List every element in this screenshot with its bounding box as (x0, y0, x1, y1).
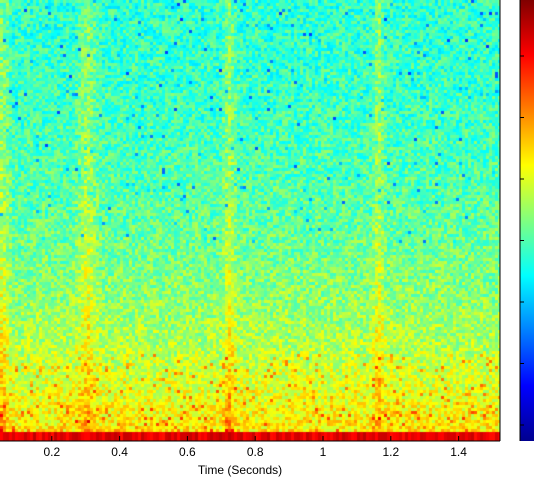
x-tick-label: 0.8 (247, 445, 264, 459)
x-axis-label: Time (Seconds) (198, 463, 282, 477)
x-tick-label: 0.4 (111, 445, 128, 459)
x-tick-label: 1.2 (382, 445, 399, 459)
colorbar-ticks (520, 55, 524, 426)
x-tick-label: 0.6 (179, 445, 196, 459)
spectrogram-heatmap (0, 0, 500, 441)
colorbar (520, 0, 534, 441)
x-axis-ticks: 0.2 0.4 0.6 0.8 1 1.2 1.4 (43, 436, 467, 459)
x-tick-label: 0.2 (43, 445, 60, 459)
x-tick-label: 1 (320, 445, 327, 459)
x-tick-label: 1.4 (450, 445, 467, 459)
